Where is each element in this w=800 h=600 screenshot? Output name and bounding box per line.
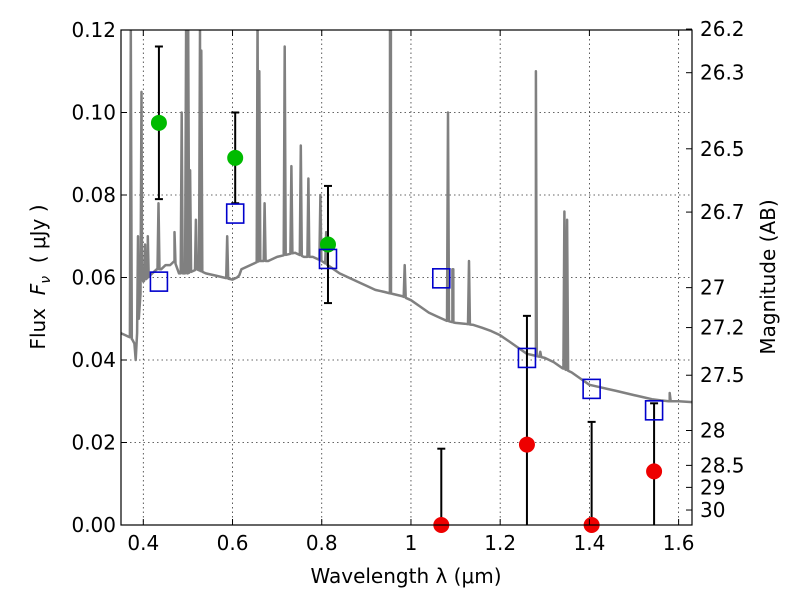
model-synthetic-photometry-point (225, 203, 245, 224)
model-synthetic-photometry-point (582, 378, 601, 400)
x-tick-label: 1.2 (484, 531, 516, 555)
plot-area (121, 30, 692, 404)
green-photometry-point (319, 236, 336, 253)
red-photometry-point (646, 463, 663, 480)
magnitude-tick-label: 28 (700, 419, 725, 443)
magnitude-tick-label: 30 (700, 498, 725, 522)
green-photometry-point (150, 114, 167, 131)
red-photometry-point (518, 436, 535, 453)
x-tick-label: 1.4 (573, 531, 605, 555)
x-tick-label: 0.6 (217, 531, 249, 555)
y-tick-label: 0.12 (71, 18, 116, 42)
data-markers (149, 45, 664, 533)
y-tick-label: 0.10 (71, 101, 116, 125)
magnitude-tick-label: 27.5 (700, 363, 745, 387)
model-synthetic-photometry-point (431, 268, 451, 289)
x-tick-label: 1.6 (663, 531, 695, 555)
y-axis-label-left: Flux Fν ( μJy ) (26, 204, 54, 349)
x-tick-label: 0.4 (127, 531, 159, 555)
model-synthetic-photometry-point (644, 400, 664, 421)
y-axis-label-right: Magnitude (AB) (756, 199, 780, 354)
model-synthetic-photometry-point (517, 347, 537, 369)
x-tick-label: 0.8 (306, 531, 338, 555)
y-tick-label: 0.08 (71, 183, 116, 207)
magnitude-tick-label: 29 (700, 475, 725, 499)
model-spectrum-line (121, 30, 692, 404)
y-tick-label: 0.04 (71, 348, 116, 372)
grid (121, 30, 692, 525)
magnitude-tick-label: 26.3 (700, 61, 745, 85)
magnitude-tick-label: 26.5 (700, 137, 745, 161)
model-synthetic-photometry-point (318, 248, 338, 270)
x-tick-label: 1 (405, 531, 418, 555)
magnitude-tick-label: 27 (700, 276, 725, 300)
magnitude-tick-label: 26.2 (700, 17, 745, 41)
magnitude-tick-label: 28.5 (700, 453, 745, 477)
model-synthetic-photometry-point (149, 271, 169, 292)
y-tick-label: 0.00 (71, 513, 116, 537)
magnitude-tick-label: 26.7 (700, 200, 745, 224)
axis-ticks: 0.4 0.6 0.8 1 1.2 1.4 1.6 0.00 0.02 0.04 0.06 0.08 0… (71, 17, 744, 555)
y-tick-label: 0.02 (71, 431, 116, 455)
y-tick-label: 0.06 (71, 266, 116, 290)
magnitude-tick-label: 27.2 (700, 316, 745, 340)
green-photometry-point (227, 149, 244, 166)
x-axis-label: Wavelength λ (μm) (310, 564, 501, 588)
